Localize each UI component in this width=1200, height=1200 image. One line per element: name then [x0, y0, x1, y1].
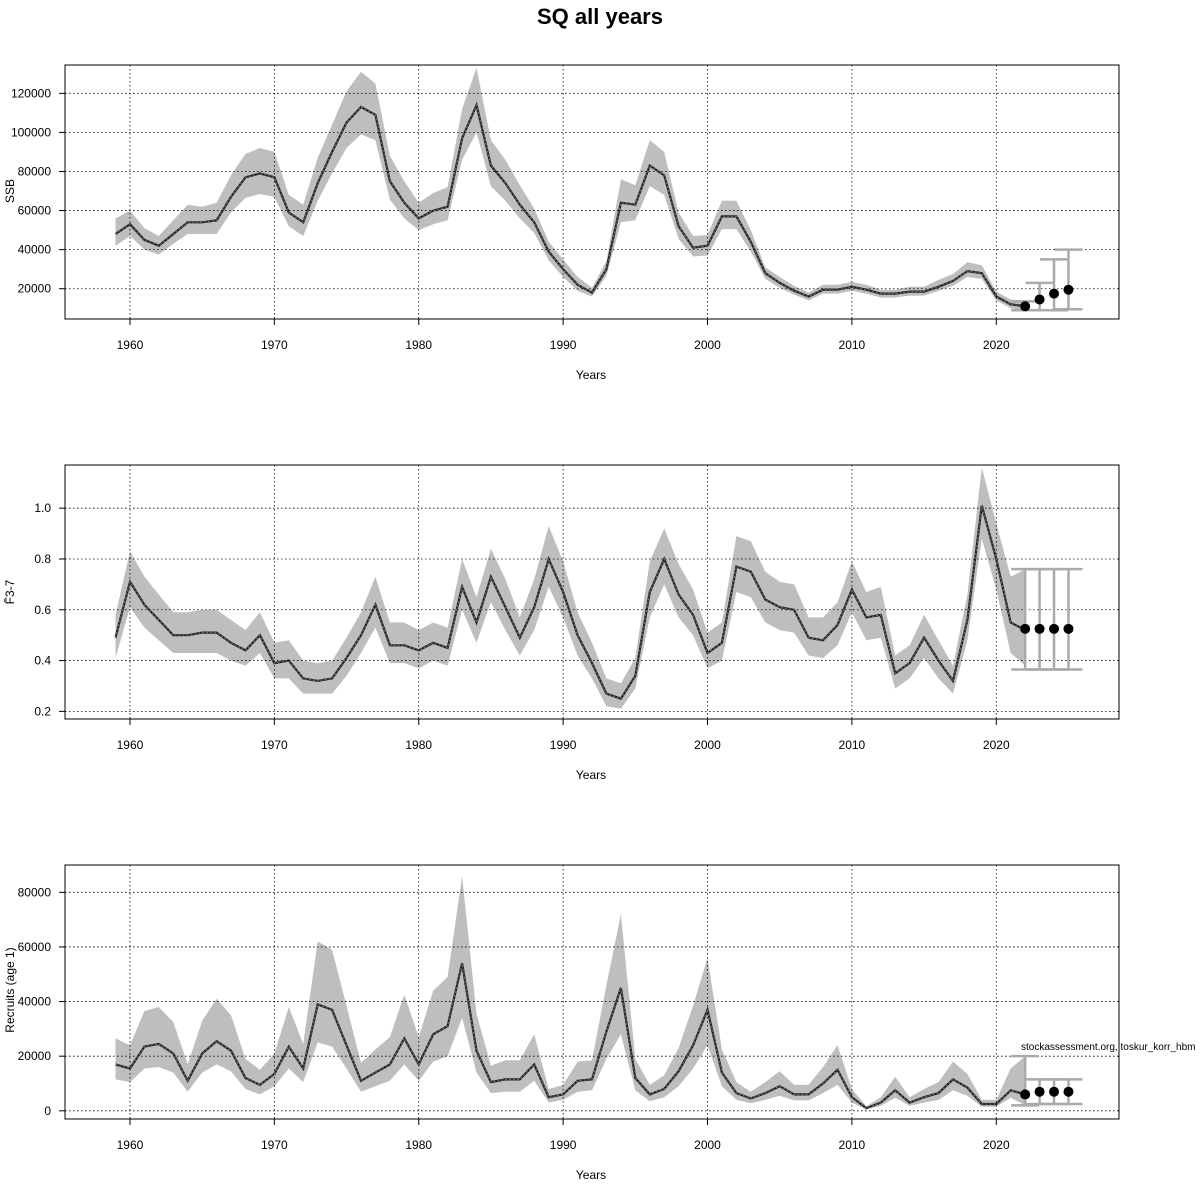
estimate-line-dots	[115, 103, 1026, 307]
y-tick-label: 0.4	[34, 654, 51, 668]
forecast-point	[1020, 1089, 1031, 1100]
estimate-line-dots	[115, 505, 1026, 700]
x-tick-label: 2010	[839, 338, 866, 352]
y-tick-label: 20000	[18, 282, 52, 296]
chart-title: SQ all years	[537, 4, 663, 29]
y-tick-label: 60000	[18, 940, 52, 954]
y-tick-label: 1.0	[34, 501, 51, 515]
x-tick-label: 1960	[117, 338, 144, 352]
x-tick-label: 1970	[261, 738, 288, 752]
x-tick-label: 1990	[550, 738, 577, 752]
f-y-axis-label: F̄3-7	[3, 579, 17, 604]
x-tick-label: 1970	[261, 1138, 288, 1152]
y-tick-label: 40000	[18, 243, 52, 257]
confidence-band	[115, 67, 1026, 311]
recruits-panel: Years Recruits (age 1) 1960 1970 1980 1990 2…	[3, 864, 1120, 1182]
x-tick-label: 1980	[405, 338, 432, 352]
y-tick-label: 100000	[11, 125, 51, 139]
recruits-x-axis-label: Years	[576, 1168, 606, 1182]
x-tick-label: 2000	[694, 338, 721, 352]
source-note: stockassessment.org, toskur_korr_hbm	[1021, 1042, 1196, 1053]
y-tick-label: 40000	[18, 995, 52, 1009]
x-tick-label: 2010	[839, 1138, 866, 1152]
y-tick-label: 60000	[18, 204, 52, 218]
y-tick-label: 20000	[18, 1049, 52, 1063]
x-tick-label: 1980	[405, 1138, 432, 1152]
x-tick-label: 1970	[261, 338, 288, 352]
estimate-line	[114, 101, 1026, 308]
forecast-point	[1020, 301, 1031, 312]
estimate-line-dots	[115, 963, 1026, 1109]
y-tick-label: 80000	[18, 885, 52, 899]
recruits-y-axis-label: Recruits (age 1)	[3, 947, 17, 1032]
x-tick-label: 2020	[983, 1138, 1010, 1152]
fishing-mortality-panel: Years F̄3-7 1960 1970 1980 1990 2000 2010 2020…	[3, 464, 1120, 782]
forecast-point	[1049, 288, 1060, 299]
forecast-point	[1063, 284, 1074, 295]
plot-frame	[64, 464, 1120, 720]
x-tick-label: 2000	[694, 1138, 721, 1152]
x-tick-label: 1990	[550, 338, 577, 352]
y-tick-label: 80000	[18, 164, 52, 178]
x-tick-label: 1960	[117, 1138, 144, 1152]
y-tick-label: 0.6	[34, 603, 51, 617]
forecast-point	[1063, 623, 1074, 634]
forecast-point	[1063, 1086, 1074, 1097]
confidence-band	[115, 875, 1026, 1110]
forecast-point	[1049, 623, 1060, 634]
y-tick-label: 0.2	[34, 704, 51, 718]
y-tick-label: 0	[44, 1104, 51, 1118]
forecast-point	[1049, 1086, 1060, 1097]
ssb-panel: Years SSB 1960 1970 1980 1990 2000 2010 2020 20…	[3, 64, 1120, 382]
forecast-point	[1034, 1086, 1045, 1097]
x-tick-label: 1980	[405, 738, 432, 752]
x-tick-label: 1990	[550, 1138, 577, 1152]
f-x-axis-label: Years	[576, 768, 606, 782]
x-tick-label: 1960	[117, 738, 144, 752]
forecast-point	[1034, 623, 1045, 634]
y-tick-label: 0.8	[34, 552, 51, 566]
forecast-point	[1020, 623, 1031, 634]
x-tick-label: 2010	[839, 738, 866, 752]
ssb-y-axis-label: SSB	[3, 179, 17, 203]
ssb-x-axis-label: Years	[576, 368, 606, 382]
plot-frame	[64, 864, 1120, 1120]
x-tick-label: 2020	[983, 338, 1010, 352]
plot-frame	[64, 64, 1120, 320]
x-tick-label: 2000	[694, 738, 721, 752]
y-tick-label: 120000	[11, 86, 51, 100]
forecast-point	[1034, 294, 1045, 305]
confidence-band	[115, 467, 1026, 709]
x-tick-label: 2020	[983, 738, 1010, 752]
